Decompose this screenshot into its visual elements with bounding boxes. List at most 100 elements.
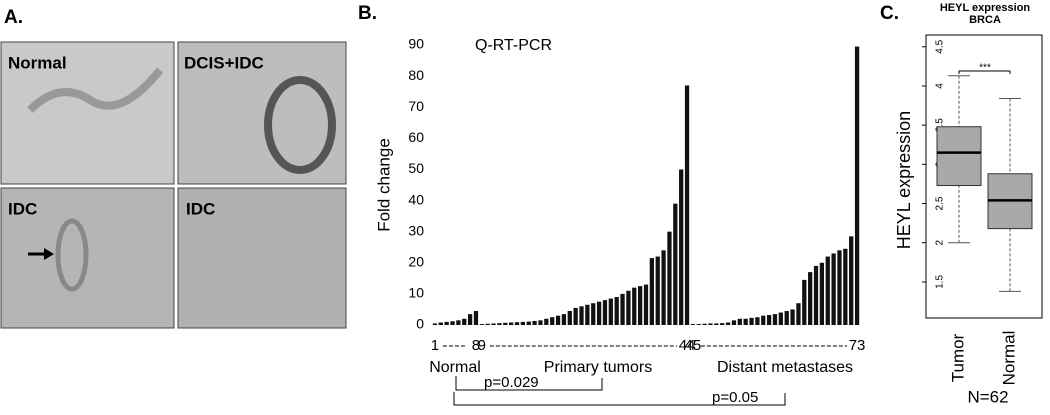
- bar: [649, 258, 654, 325]
- group-label: Distant metastases: [717, 359, 853, 376]
- y-tick-label: 60: [408, 129, 424, 145]
- significance-bracket: [958, 70, 1011, 74]
- bar: [573, 307, 578, 325]
- bar: [532, 320, 537, 325]
- bar: [790, 309, 795, 325]
- bar: [690, 324, 696, 325]
- y-axis-label: Fold change: [374, 138, 393, 232]
- tissue: [55, 218, 89, 292]
- x-tick-label: 9: [478, 337, 486, 354]
- bar: [485, 323, 490, 325]
- micrographs: Normal DCIS+IDC IDC IDC: [0, 41, 347, 329]
- panel-label: A.: [4, 7, 23, 28]
- panel-label: C.: [880, 3, 899, 24]
- bar: [784, 311, 789, 325]
- y-tick-label: 2.5: [935, 196, 946, 210]
- bar: [766, 315, 772, 325]
- bar: [819, 262, 825, 325]
- bar: [702, 323, 707, 325]
- y-tick-label: 30: [408, 222, 424, 238]
- chart-title: Q-RT-PCR: [475, 37, 552, 54]
- bar: [602, 300, 608, 325]
- bar: [509, 322, 514, 325]
- y-tick-label: 80: [408, 67, 424, 83]
- group-label: Normal: [429, 359, 481, 376]
- x-tick-label: Normal: [999, 331, 1018, 386]
- bar: [802, 279, 807, 325]
- bar: [450, 321, 455, 325]
- bar: [473, 311, 479, 325]
- bar: [561, 314, 567, 325]
- micrograph: [0, 41, 175, 185]
- bar: [761, 315, 766, 325]
- annotation: p=0.029: [484, 374, 539, 391]
- bar: [696, 324, 701, 325]
- y-tick-label: 70: [408, 98, 424, 114]
- bar: [813, 265, 819, 325]
- box: [936, 126, 982, 187]
- bar: [831, 253, 836, 325]
- bar: [526, 321, 531, 325]
- x-tick-label: 1: [431, 337, 439, 354]
- bar: [444, 321, 449, 325]
- plot-frame: [925, 34, 1043, 319]
- y-tick-label: 4: [935, 83, 946, 89]
- bar: [503, 322, 508, 325]
- image-label: IDC: [8, 199, 37, 218]
- chart-subtitle: BRCA: [969, 14, 1001, 26]
- annotation: ***: [979, 63, 991, 74]
- bar: [643, 284, 649, 325]
- bar: [626, 290, 631, 325]
- bar: [591, 303, 596, 325]
- bar: [673, 203, 678, 325]
- bar: [661, 250, 666, 325]
- bar: [620, 293, 625, 325]
- bar: [854, 46, 860, 326]
- panel-label: B.: [358, 3, 377, 24]
- bracket: [453, 392, 786, 406]
- y-tick-label: 10: [408, 285, 424, 301]
- y-tick-label: 20: [408, 253, 424, 269]
- bar: [714, 323, 719, 325]
- bar: [514, 322, 520, 325]
- bar: [725, 322, 731, 325]
- bar: [808, 272, 813, 325]
- y-tick-label: 40: [408, 191, 424, 207]
- bar: [737, 318, 742, 325]
- y-tick-label: 3.5: [935, 118, 946, 132]
- bar: [567, 311, 572, 325]
- image-label: IDC: [186, 199, 215, 218]
- bar: [608, 298, 613, 325]
- note: N=62: [967, 387, 1008, 406]
- bar: [679, 169, 684, 325]
- bar: [708, 323, 713, 325]
- bar: [849, 236, 854, 325]
- bar: [614, 297, 619, 325]
- bracket: [455, 376, 603, 391]
- arrow: [44, 248, 54, 260]
- bar: [720, 323, 725, 325]
- bar: [837, 250, 842, 325]
- bar: [491, 323, 496, 325]
- bar: [555, 315, 561, 325]
- bar: [749, 317, 754, 325]
- bar: [596, 301, 602, 325]
- bar: [778, 312, 783, 325]
- y-tick-label: 0: [416, 316, 424, 332]
- bar: [632, 287, 637, 325]
- bar: [667, 231, 672, 325]
- tissue: [27, 67, 164, 113]
- x-tick-label: Tumor: [948, 333, 967, 382]
- x-tick-label: 8: [472, 337, 480, 354]
- y-axis-label: HEYL expression: [894, 111, 914, 249]
- bar: [655, 256, 660, 325]
- annotation: p=0.05: [712, 389, 758, 406]
- chart-title: HEYL expression: [940, 2, 1031, 14]
- bar: [462, 318, 467, 325]
- bar: [497, 323, 502, 325]
- bar: [843, 248, 848, 325]
- y-tick-label: 1.5: [935, 275, 946, 289]
- image-label: Normal: [8, 53, 67, 72]
- y-tick-label: 90: [408, 36, 424, 52]
